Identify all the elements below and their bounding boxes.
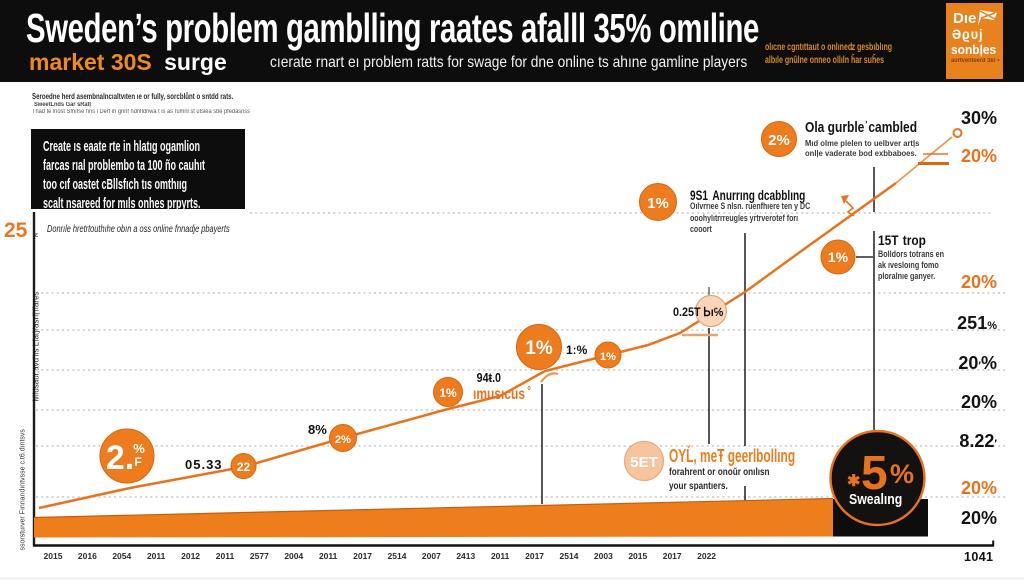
svg-text:5ET: 5ET <box>630 454 658 471</box>
svg-text:2%: 2% <box>335 434 351 446</box>
svg-text:2.: 2. <box>106 439 134 477</box>
svg-text:%: % <box>133 441 145 456</box>
svg-text:F: F <box>134 455 141 469</box>
svg-text:1%: 1% <box>828 249 849 265</box>
svg-text:22: 22 <box>237 460 251 474</box>
svg-text:1%: 1% <box>525 338 553 359</box>
svg-text:2%: 2% <box>768 132 790 149</box>
svg-text:1%: 1% <box>600 351 616 363</box>
svg-text:1%: 1% <box>439 386 457 400</box>
svg-text:1%: 1% <box>647 195 669 212</box>
